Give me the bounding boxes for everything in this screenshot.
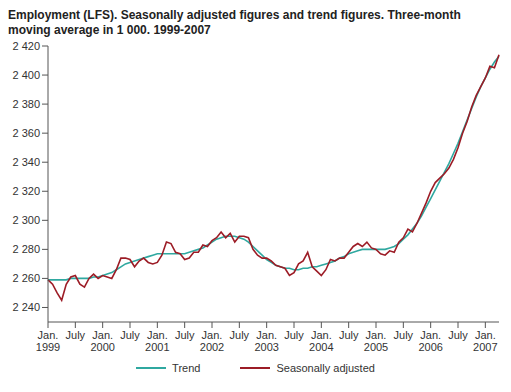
svg-text:July: July xyxy=(284,329,304,341)
svg-text:July: July xyxy=(230,329,250,341)
svg-text:2 240: 2 240 xyxy=(12,301,40,313)
svg-text:2 300: 2 300 xyxy=(12,214,40,226)
svg-text:Jan.2006: Jan.2006 xyxy=(418,329,442,353)
svg-text:2 320: 2 320 xyxy=(12,185,40,197)
svg-text:July: July xyxy=(66,329,86,341)
svg-text:2 280: 2 280 xyxy=(12,243,40,255)
svg-text:Jan.2003: Jan.2003 xyxy=(254,329,278,353)
svg-text:July: July xyxy=(339,329,359,341)
svg-text:Jan.2000: Jan.2000 xyxy=(90,329,114,353)
svg-text:July: July xyxy=(448,329,468,341)
svg-text:Jan.2004: Jan.2004 xyxy=(309,329,333,353)
svg-text:July: July xyxy=(175,329,195,341)
svg-text:Jan.1999: Jan.1999 xyxy=(36,329,60,353)
svg-text:Jan.2001: Jan.2001 xyxy=(145,329,169,353)
svg-text:2 340: 2 340 xyxy=(12,156,40,168)
svg-text:2 360: 2 360 xyxy=(12,127,40,139)
svg-text:2 420: 2 420 xyxy=(12,40,40,52)
svg-text:July: July xyxy=(120,329,140,341)
html-text:Seasonally adjusted: Seasonally adjusted xyxy=(276,362,375,374)
html-text:Trend: Trend xyxy=(172,362,201,374)
svg-text:July: July xyxy=(394,329,414,341)
svg-text:2 400: 2 400 xyxy=(12,69,40,81)
svg-text:Jan.2005: Jan.2005 xyxy=(364,329,388,353)
svg-text:Jan.2007: Jan.2007 xyxy=(473,329,497,353)
svg-text:2 380: 2 380 xyxy=(12,98,40,110)
svg-text:Jan.2002: Jan.2002 xyxy=(200,329,224,353)
svg-text:2 260: 2 260 xyxy=(12,272,40,284)
html-text:Employment (LFS). Seasonally a: Employment (LFS). Seasonally adjusted fi… xyxy=(8,8,461,37)
